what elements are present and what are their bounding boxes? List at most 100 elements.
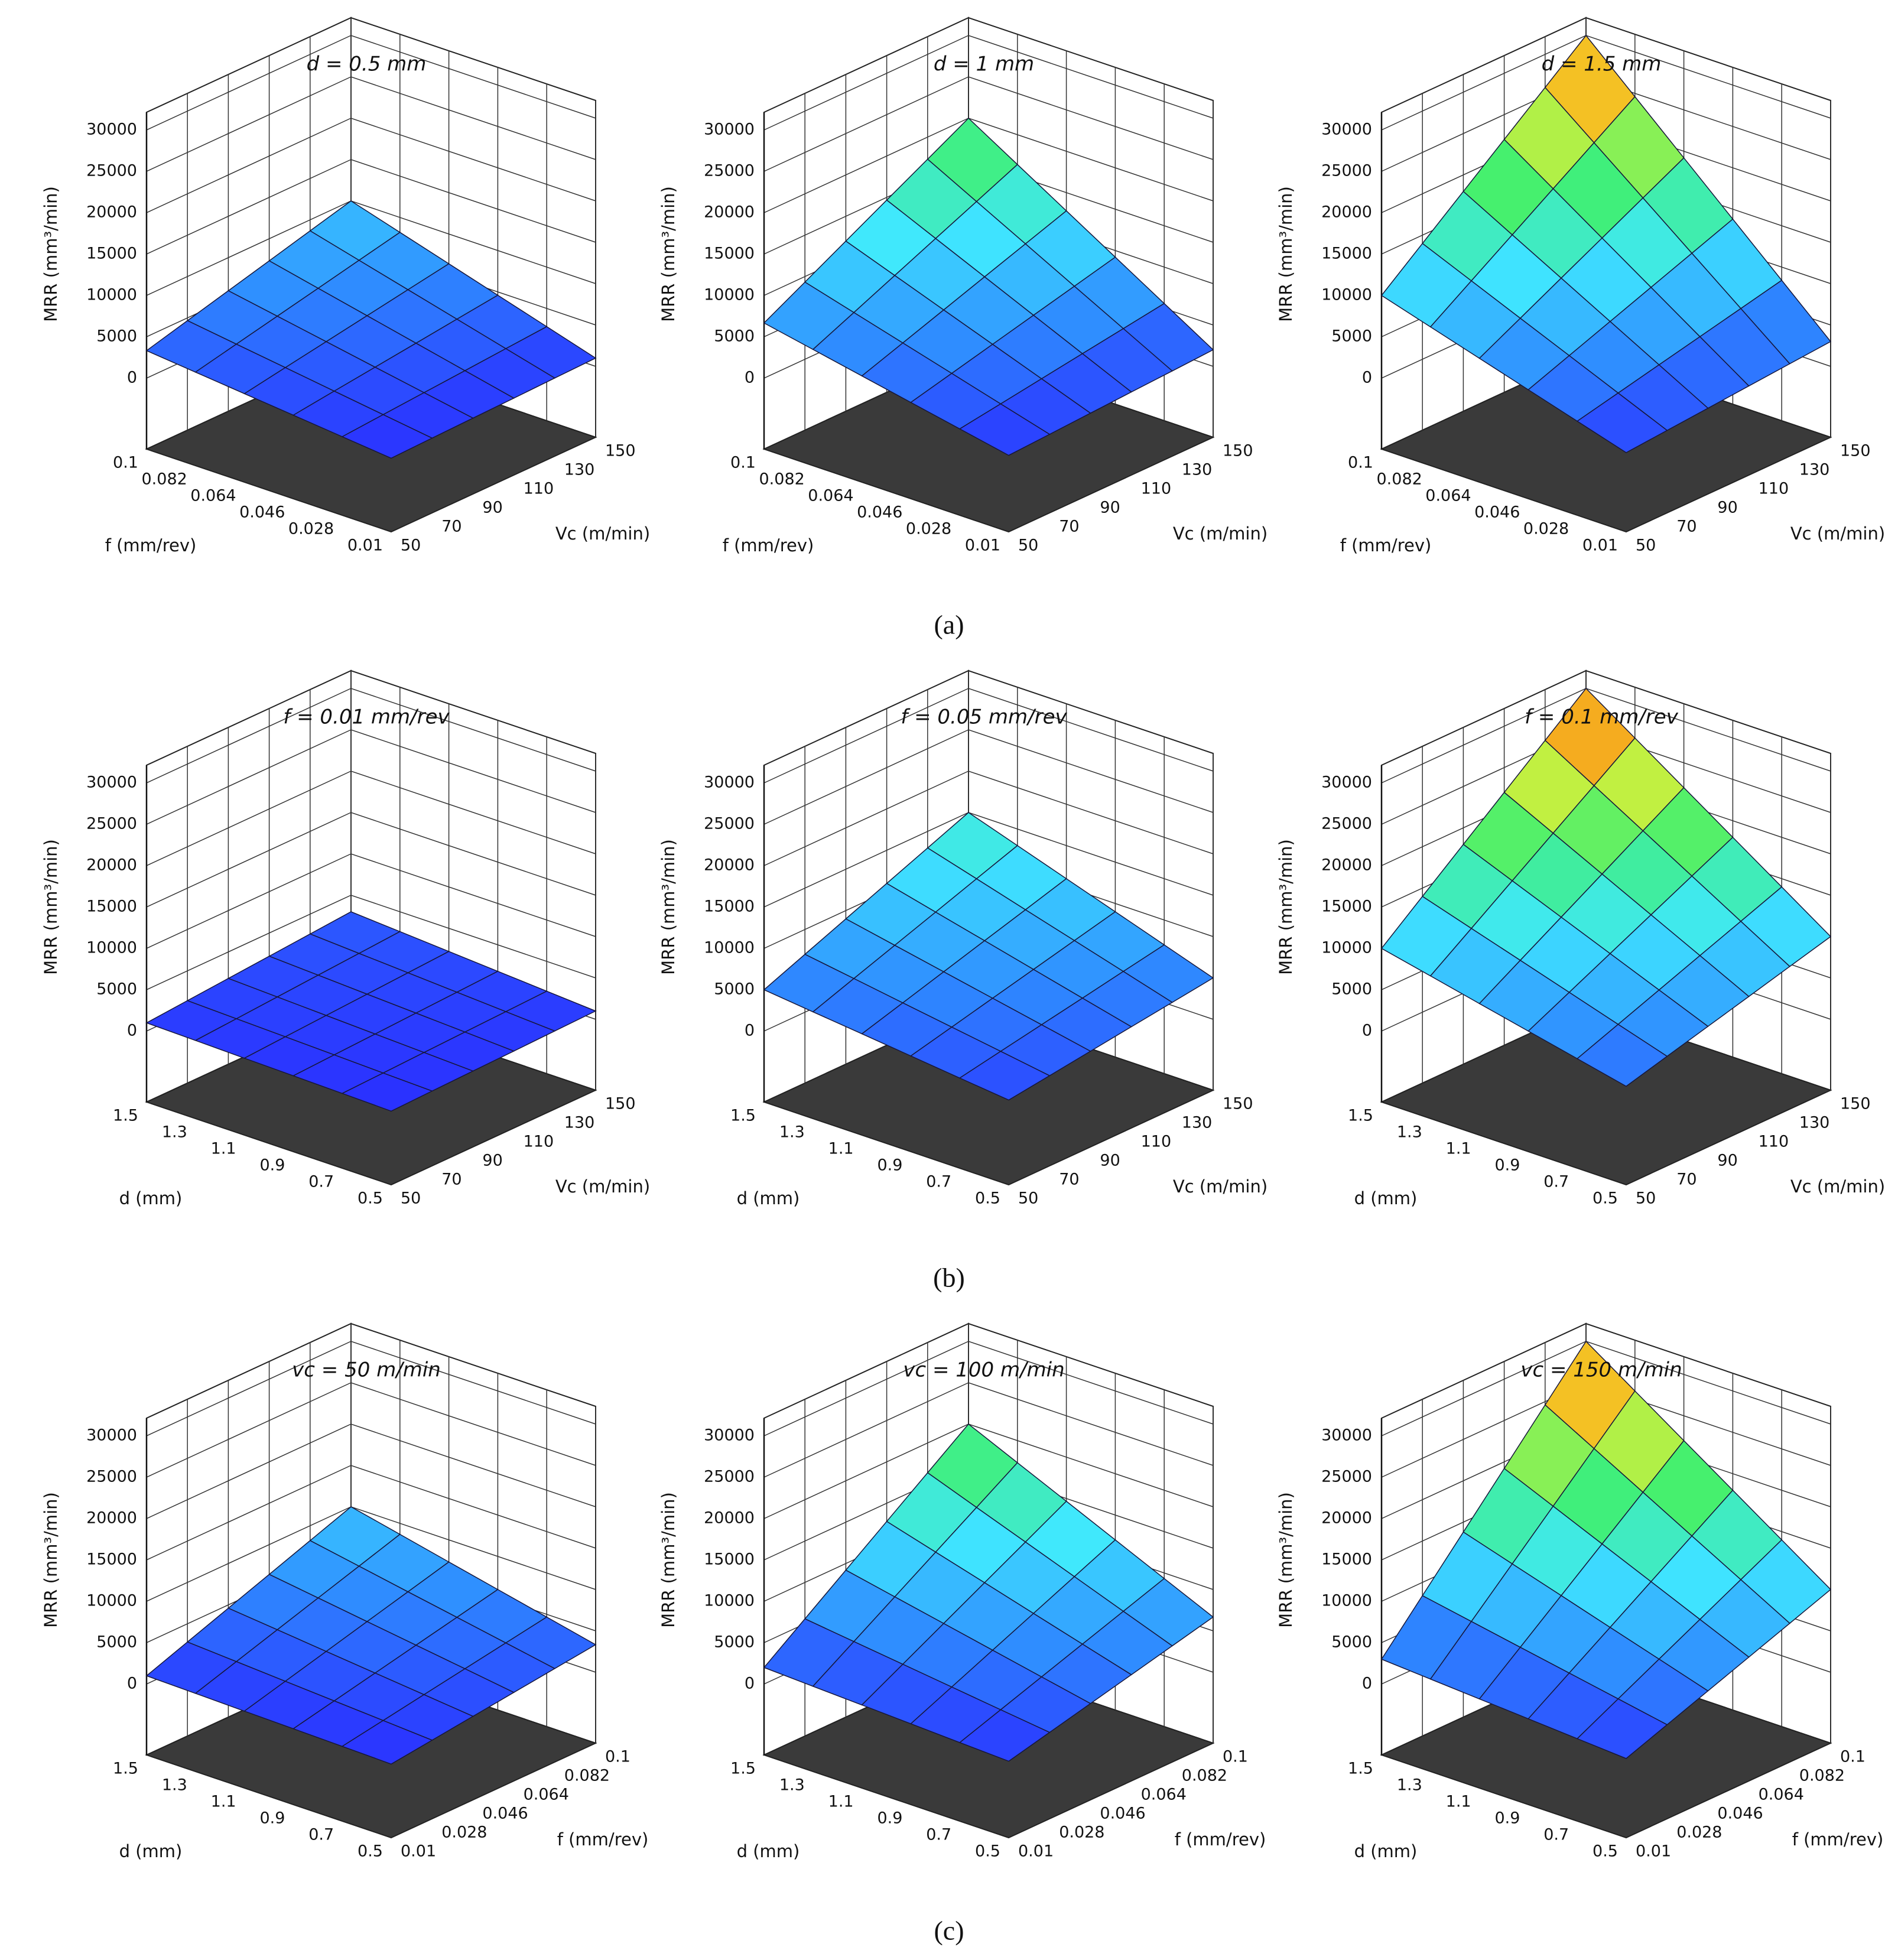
y-tick-label: 0.1	[1223, 1748, 1248, 1766]
y-tick-label: 50	[1636, 537, 1656, 555]
chart-title: vc = 150 m/min	[1520, 1358, 1682, 1382]
z-tick-label: 0	[1362, 369, 1372, 387]
x-tick-label: 0.7	[1543, 1173, 1569, 1191]
y-tick-label: 0.1	[1840, 1748, 1866, 1766]
x-tick-label: 1.5	[1348, 1107, 1373, 1125]
y-tick-label: 0.028	[1059, 1824, 1104, 1842]
z-tick-label: 15000	[1321, 1551, 1372, 1569]
chart-title: vc = 50 m/min	[292, 1358, 441, 1382]
z-axis-label: MRR (mm³/min)	[1276, 1492, 1296, 1628]
y-tick-label: 50	[401, 1189, 421, 1208]
x-tick-label: 0.9	[877, 1156, 902, 1175]
x-tick-label: 1.3	[779, 1123, 805, 1142]
x-tick-label: 0.028	[1523, 520, 1569, 538]
z-tick-label: 10000	[1321, 1592, 1372, 1610]
x-tick-label: 1.3	[1397, 1123, 1422, 1142]
x-tick-label: 0.9	[259, 1809, 285, 1828]
chart-title: d = 1.5 mm	[1542, 53, 1662, 76]
x-tick-label: 0.064	[1425, 487, 1471, 505]
z-tick-label: 5000	[96, 1633, 137, 1652]
x-tick-label: 0.01	[1582, 537, 1618, 555]
y-tick-label: 70	[441, 518, 462, 536]
y-tick-label: 130	[564, 1114, 595, 1132]
z-tick-label: 30000	[86, 1426, 137, 1445]
surface-cell	[1576, 1698, 1668, 1759]
x-tick-label: 1.5	[113, 1107, 138, 1125]
z-tick-label: 0	[127, 1022, 137, 1040]
chart-title: d = 1 mm	[934, 53, 1034, 76]
x-tick-label: 0.046	[1474, 503, 1520, 522]
z-tick-label: 30000	[704, 121, 755, 139]
y-tick-label: 90	[1717, 1152, 1737, 1170]
y-tick-label: 0.046	[1100, 1805, 1145, 1823]
x-axis-label: d (mm)	[1354, 1841, 1418, 1861]
z-tick-label: 30000	[1321, 1426, 1372, 1445]
z-tick-label: 5000	[714, 980, 755, 999]
z-tick-label: 0	[127, 369, 137, 387]
x-axis-label: f (mm/rev)	[1340, 535, 1432, 555]
x-tick-label: 0.5	[358, 1842, 383, 1861]
z-tick-label: 20000	[86, 1509, 137, 1527]
x-axis-label: d (mm)	[1354, 1188, 1418, 1208]
x-tick-label: 0.7	[926, 1826, 951, 1844]
y-tick-label: 90	[1717, 499, 1737, 517]
y-tick-label: 150	[1840, 1095, 1871, 1113]
surface-cell	[341, 414, 433, 459]
x-tick-label: 0.7	[308, 1173, 334, 1191]
z-tick-label: 5000	[714, 1633, 755, 1652]
surface-cell	[341, 1072, 434, 1112]
x-axis-label: d (mm)	[119, 1188, 183, 1208]
surface-cell	[958, 1051, 1051, 1101]
z-tick-label: 20000	[704, 1509, 755, 1527]
z-tick-label: 10000	[1321, 286, 1372, 304]
chart-title: f = 0.1 mm/rev	[1525, 706, 1679, 729]
z-tick-label: 30000	[1321, 121, 1372, 139]
y-tick-label: 0.082	[1182, 1767, 1227, 1785]
x-tick-label: 0.7	[1543, 1826, 1569, 1844]
y-tick-label: 0.082	[564, 1767, 610, 1785]
z-tick-label: 30000	[86, 773, 137, 792]
x-axis-label: d (mm)	[119, 1841, 183, 1861]
y-axis-label: f (mm/rev)	[1175, 1829, 1266, 1850]
z-tick-label: 20000	[704, 203, 755, 222]
x-tick-label: 1.1	[211, 1793, 236, 1811]
y-axis-label: f (mm/rev)	[1792, 1829, 1884, 1850]
chart-title: f = 0.05 mm/rev	[901, 706, 1067, 729]
y-axis-label: Vc (m/min)	[1790, 1176, 1885, 1197]
z-tick-label: 30000	[1321, 773, 1372, 792]
surface-cell	[958, 1709, 1051, 1762]
z-tick-label: 5000	[1331, 1633, 1372, 1652]
surface-cell	[958, 403, 1051, 456]
x-tick-label: 0.082	[759, 470, 805, 489]
y-axis-label: Vc (m/min)	[1790, 524, 1885, 544]
z-tick-label: 20000	[704, 856, 755, 875]
y-tick-label: 50	[1636, 1189, 1656, 1208]
caption: (c)	[934, 1916, 964, 1946]
x-tick-label: 1.5	[113, 1760, 138, 1778]
z-axis-label: MRR (mm³/min)	[658, 839, 678, 975]
z-axis-label: MRR (mm³/min)	[41, 1492, 61, 1628]
x-tick-label: 1.3	[162, 1776, 187, 1795]
x-tick-label: 1.5	[730, 1760, 756, 1778]
y-tick-label: 130	[1799, 1114, 1830, 1132]
z-tick-label: 0	[745, 1675, 755, 1693]
z-tick-label: 10000	[86, 286, 137, 304]
x-tick-label: 0.01	[965, 537, 1000, 555]
x-tick-label: 1.1	[211, 1140, 236, 1158]
z-tick-label: 0	[745, 369, 755, 387]
x-tick-label: 0.028	[906, 520, 951, 538]
y-axis-label: Vc (m/min)	[1173, 1176, 1268, 1197]
caption: (a)	[934, 610, 964, 640]
z-tick-label: 15000	[704, 1551, 755, 1569]
z-tick-label: 25000	[704, 815, 755, 833]
x-tick-label: 1.3	[1397, 1776, 1422, 1795]
y-tick-label: 50	[1018, 537, 1038, 555]
z-tick-label: 20000	[1321, 1509, 1372, 1527]
x-tick-label: 0.5	[1592, 1189, 1618, 1208]
z-tick-label: 10000	[704, 286, 755, 304]
z-tick-label: 5000	[96, 327, 137, 346]
z-axis-label: MRR (mm³/min)	[1276, 839, 1296, 975]
x-tick-label: 0.5	[975, 1842, 1000, 1861]
y-tick-label: 0.064	[1141, 1786, 1187, 1804]
